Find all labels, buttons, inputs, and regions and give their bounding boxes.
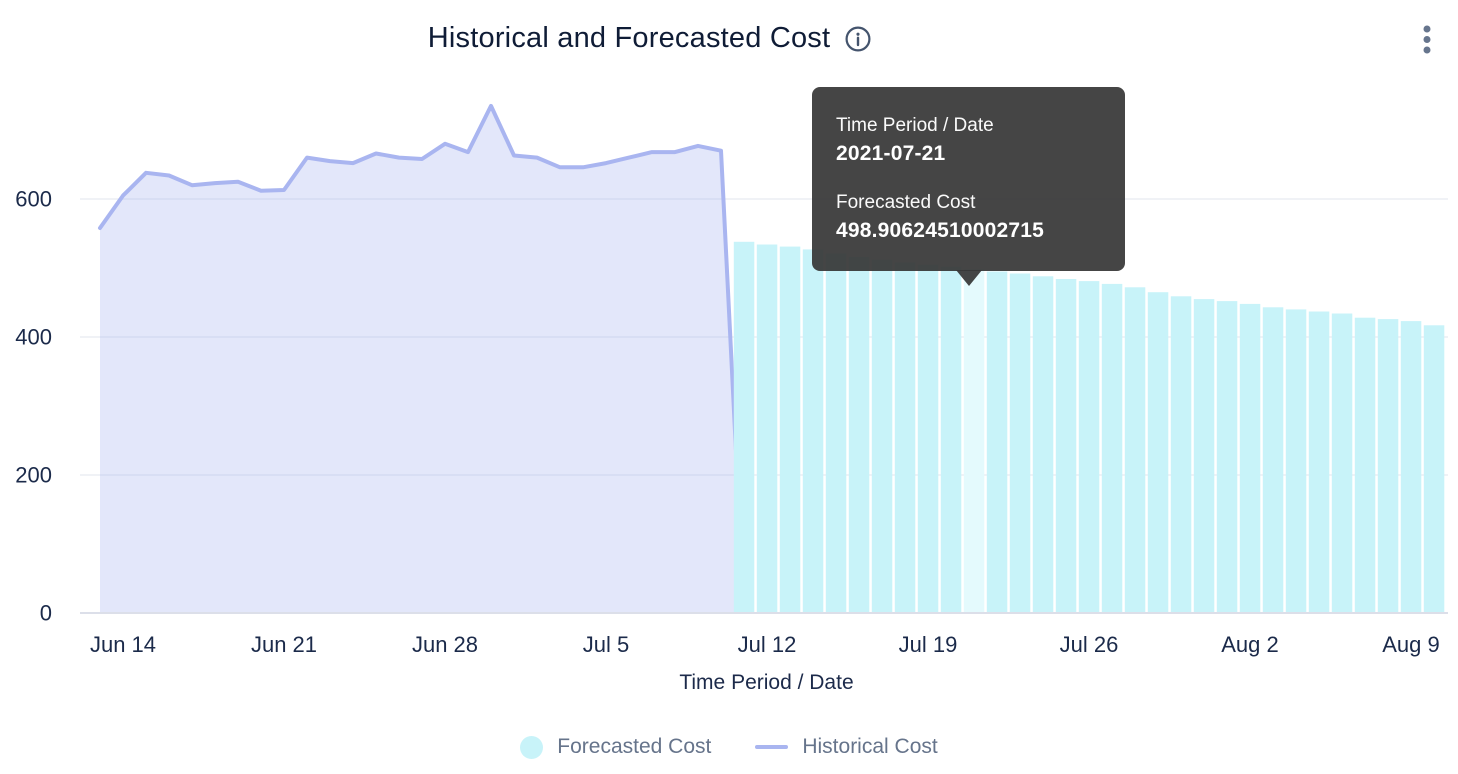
- forecast-bar[interactable]: [1262, 307, 1284, 613]
- forecast-bar[interactable]: [1308, 311, 1330, 614]
- historical-cost-line-icon: [755, 745, 789, 749]
- forecast-bar[interactable]: [1009, 273, 1031, 614]
- info-icon: [845, 26, 871, 51]
- legend-item-forecasted-cost[interactable]: Forecasted Cost: [520, 735, 711, 759]
- forecast-bar[interactable]: [1285, 309, 1307, 613]
- info-button[interactable]: [844, 25, 872, 53]
- x-tick-label: Jun 28: [412, 632, 478, 657]
- forecast-bar[interactable]: [1193, 299, 1215, 613]
- historical-line[interactable]: [98, 103, 746, 614]
- forecast-bar[interactable]: [1400, 321, 1422, 613]
- y-tick-label: 600: [15, 187, 52, 212]
- x-tick-label: Aug 9: [1382, 632, 1440, 657]
- forecast-bar[interactable]: [871, 259, 893, 613]
- legend-label-historical: Historical Cost: [802, 735, 938, 758]
- y-tick-label: 0: [40, 601, 52, 626]
- forecast-bar[interactable]: [1032, 276, 1054, 613]
- forecast-bar[interactable]: [1124, 287, 1146, 613]
- forecast-bar[interactable]: [802, 249, 824, 613]
- forecast-bar-highlighted[interactable]: [963, 268, 985, 613]
- y-tick-label: 400: [15, 325, 52, 350]
- x-axis-title: Time Period / Date: [679, 671, 854, 694]
- legend-item-historical-cost[interactable]: Historical Cost: [755, 735, 938, 759]
- forecast-bar[interactable]: [1078, 281, 1100, 613]
- x-tick-label: Jul 5: [583, 632, 629, 657]
- forecast-bar[interactable]: [848, 257, 870, 613]
- forecast-bar[interactable]: [779, 246, 801, 613]
- chart-header: Historical and Forecasted Cost: [0, 22, 1300, 55]
- x-tick-label: Jun 21: [251, 632, 317, 657]
- y-tick-label: 200: [15, 463, 52, 488]
- x-tick-label: Jun 14: [90, 632, 156, 657]
- forecast-bar[interactable]: [1377, 319, 1399, 613]
- legend-label-forecasted: Forecasted Cost: [557, 735, 712, 758]
- forecast-bar[interactable]: [1331, 313, 1353, 614]
- x-tick-label: Aug 2: [1221, 632, 1279, 657]
- forecast-bar[interactable]: [894, 262, 916, 614]
- x-tick-label: Jul 12: [738, 632, 797, 657]
- chart-legend: Forecasted Cost Historical Cost: [0, 735, 1458, 759]
- forecast-bar[interactable]: [1170, 296, 1192, 613]
- forecast-bar[interactable]: [1354, 317, 1376, 613]
- x-tick-label: Jul 26: [1060, 632, 1119, 657]
- forecast-bar[interactable]: [1423, 325, 1445, 613]
- forecast-bar[interactable]: [1239, 303, 1261, 613]
- forecast-bar[interactable]: [1147, 292, 1169, 613]
- x-tick-label: Jul 19: [899, 632, 958, 657]
- forecast-bar[interactable]: [917, 264, 939, 613]
- forecast-bar[interactable]: [733, 241, 755, 614]
- forecast-bar[interactable]: [825, 253, 847, 614]
- forecast-bar[interactable]: [1101, 283, 1123, 613]
- chart-menu-button[interactable]: [1410, 22, 1444, 62]
- forecast-bar[interactable]: [1055, 279, 1077, 613]
- kebab-menu-icon: [1423, 25, 1431, 54]
- forecast-bar[interactable]: [986, 271, 1008, 614]
- forecasted-cost-dot-icon: [520, 735, 544, 759]
- forecast-bar[interactable]: [756, 244, 778, 614]
- historical-area[interactable]: [100, 105, 744, 614]
- chart-title: Historical and Forecasted Cost: [427, 22, 831, 54]
- forecast-bar[interactable]: [1216, 301, 1238, 613]
- forecast-bar[interactable]: [940, 266, 962, 613]
